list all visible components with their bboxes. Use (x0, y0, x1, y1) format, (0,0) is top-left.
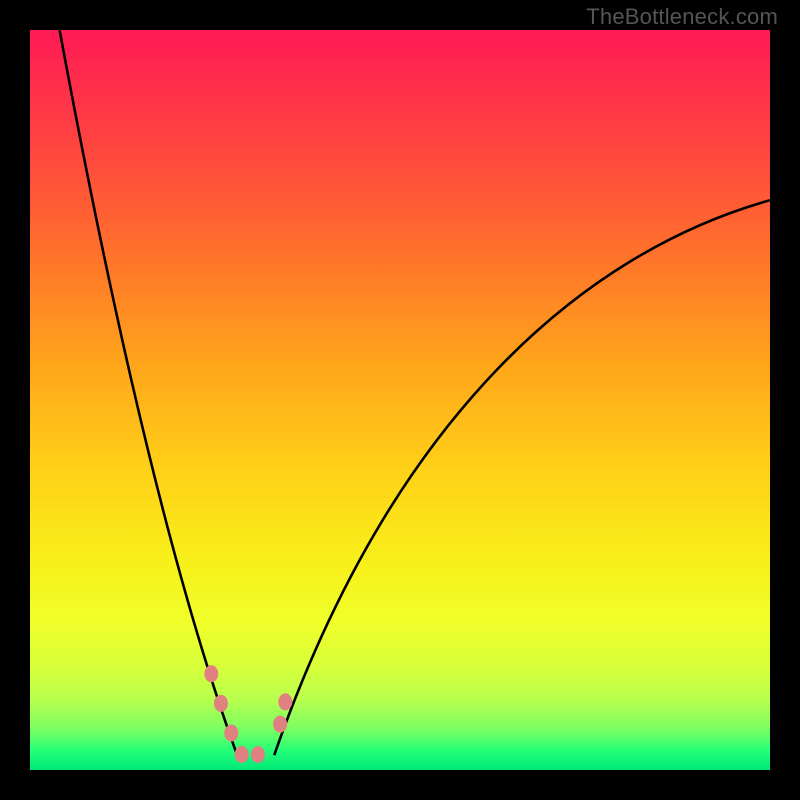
marker-dot (251, 746, 264, 762)
marker-dot (274, 716, 287, 732)
marker-dot (225, 725, 238, 741)
watermark-text: TheBottleneck.com (586, 4, 778, 30)
gradient-background (30, 30, 770, 770)
marker-dot (279, 694, 292, 710)
chart-container: TheBottleneck.com (0, 0, 800, 800)
plot-area (30, 30, 770, 770)
marker-dot (235, 746, 248, 762)
marker-dot (214, 695, 227, 711)
marker-dot (205, 666, 218, 682)
bottleneck-curve-chart (30, 30, 770, 770)
